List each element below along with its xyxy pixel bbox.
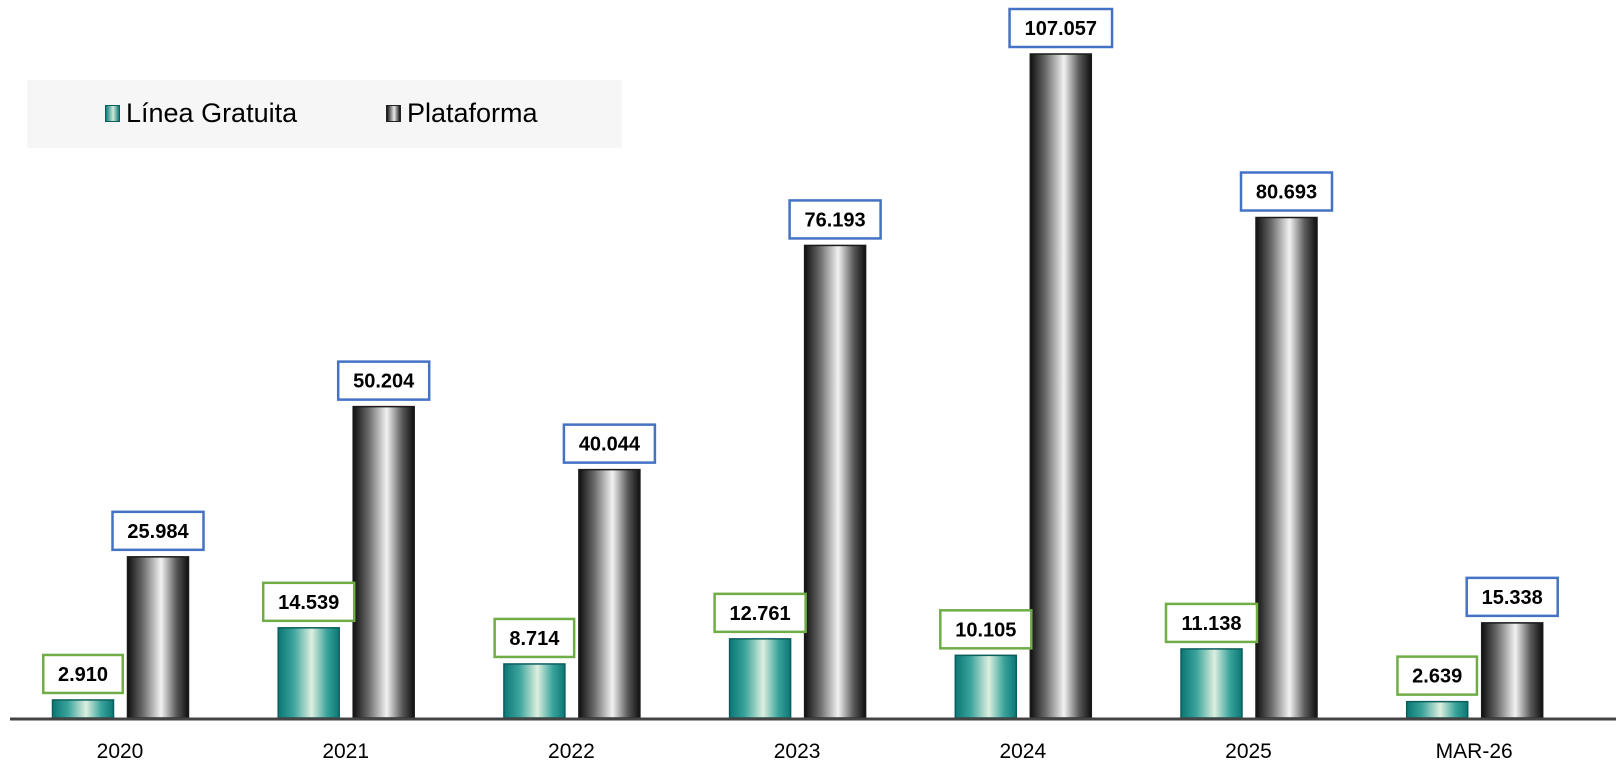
- data-label-box-plataforma-2025: [1239, 171, 1334, 212]
- legend-swatch-linea-gratuita: [105, 104, 120, 122]
- data-label-plataforma-mar-26: 15.338: [1482, 587, 1543, 609]
- data-label-linea-gratuita-2023: 12.761: [730, 603, 791, 625]
- data-label-plataforma-2020: 25.984: [127, 521, 189, 543]
- bars-group: [51, 53, 1544, 719]
- bar-linea-gratuita-2023: [728, 638, 792, 719]
- bar-linea-gratuita-mar-26: [1405, 700, 1469, 719]
- bar-linea-gratuita-2022: [503, 663, 566, 719]
- data-label-box-linea-gratuita-2024: [939, 609, 1033, 650]
- legend: Línea Gratuita Plataforma: [27, 80, 622, 148]
- data-label-plataforma-2025: 80.693: [1256, 182, 1317, 204]
- x-tick-label-2025: 2025: [1225, 740, 1272, 763]
- data-label-box-linea-gratuita-2022: [493, 617, 576, 659]
- x-tick-label-2020: 2020: [97, 740, 144, 763]
- data-label-box-linea-gratuita-2020: [42, 653, 124, 695]
- data-label-box-plataforma-2020: [111, 510, 205, 552]
- legend-label-plataforma: Plataforma: [407, 97, 538, 128]
- labels-group: 2.910 25.984 2020 14.539 50.204 2021 8.714 40.0…: [42, 7, 1559, 763]
- x-tick-label-2024: 2024: [999, 740, 1046, 763]
- data-label-box-plataforma-2024: [1008, 7, 1114, 49]
- bar-linea-gratuita-2025: [1180, 648, 1243, 719]
- data-label-linea-gratuita-2025: 11.138: [1181, 613, 1241, 635]
- bar-plataforma-2022: [578, 468, 641, 719]
- data-label-box-plataforma-2022: [562, 423, 657, 464]
- data-label-plataforma-2024: 107.057: [1025, 18, 1097, 40]
- legend-label-linea-gratuita: Línea Gratuita: [126, 97, 298, 128]
- bar-linea-gratuita-2021: [277, 627, 340, 719]
- x-tick-label-2023: 2023: [774, 740, 821, 763]
- data-label-linea-gratuita-mar-26: 2.639: [1412, 666, 1462, 688]
- x-tick-label-2022: 2022: [548, 740, 595, 763]
- bar-plataforma-2023: [803, 244, 867, 719]
- bar-plataforma-2020: [126, 556, 190, 719]
- data-label-plataforma-2023: 76.193: [805, 209, 866, 231]
- legend-item-linea-gratuita: Línea Gratuita: [105, 97, 297, 129]
- bar-plataforma-2024: [1029, 53, 1093, 719]
- data-label-box-plataforma-2023: [788, 199, 882, 240]
- data-label-box-linea-gratuita-2025: [1164, 602, 1259, 644]
- bar-plataforma-2021: [352, 405, 415, 719]
- x-tick-label-mar-26: MAR-26: [1436, 740, 1513, 763]
- x-tick-label-2021: 2021: [322, 740, 369, 763]
- data-label-box-linea-gratuita-mar-26: [1396, 655, 1479, 696]
- data-label-plataforma-2022: 40.044: [579, 434, 641, 456]
- bar-linea-gratuita-2024: [954, 654, 1018, 719]
- bar-plataforma-mar-26: [1480, 622, 1544, 719]
- data-label-box-plataforma-2021: [336, 360, 431, 401]
- data-label-plataforma-2021: 50.204: [353, 371, 415, 393]
- data-label-linea-gratuita-2024: 10.105: [955, 619, 1016, 641]
- bar-linea-gratuita-2020: [51, 699, 115, 719]
- data-label-linea-gratuita-2021: 14.539: [278, 592, 339, 614]
- data-label-linea-gratuita-2022: 8.714: [509, 628, 560, 650]
- data-label-box-plataforma-mar-26: [1465, 576, 1559, 618]
- data-label-box-linea-gratuita-2021: [261, 581, 356, 623]
- legend-item-plataforma: Plataforma: [386, 97, 538, 129]
- legend-swatch-plataforma: [386, 104, 401, 122]
- bar-plataforma-2025: [1255, 216, 1318, 719]
- data-label-linea-gratuita-2020: 2.910: [58, 664, 108, 686]
- data-label-box-linea-gratuita-2023: [713, 592, 807, 634]
